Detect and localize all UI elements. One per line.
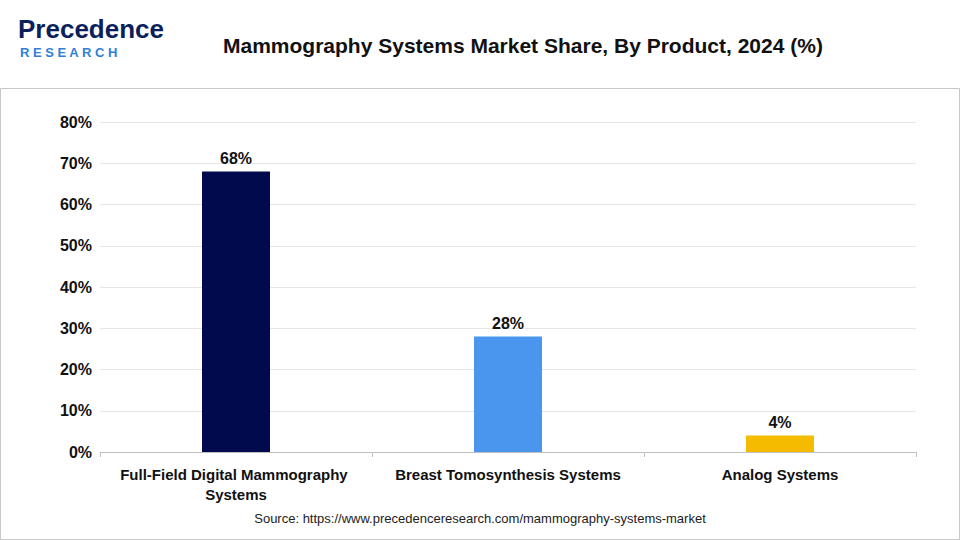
- svg-text:Breast Tomosynthesis Systems: Breast Tomosynthesis Systems: [395, 466, 621, 483]
- svg-text:Source: https://www.precedence: Source: https://www.precedenceresearch.c…: [254, 511, 706, 526]
- svg-text:Systems: Systems: [205, 486, 267, 503]
- svg-text:60%: 60%: [60, 196, 92, 213]
- svg-text:Full-Field Digital Mammography: Full-Field Digital Mammography: [120, 466, 352, 483]
- svg-text:20%: 20%: [60, 361, 92, 378]
- svg-text:50%: 50%: [60, 237, 92, 254]
- svg-text:68%: 68%: [220, 150, 252, 167]
- svg-text:R E S E A R C H: R E S E A R C H: [20, 45, 117, 60]
- svg-text:4%: 4%: [768, 414, 791, 431]
- svg-text:28%: 28%: [492, 315, 524, 332]
- svg-text:80%: 80%: [60, 114, 92, 131]
- svg-text:30%: 30%: [60, 320, 92, 337]
- svg-text:10%: 10%: [60, 402, 92, 419]
- svg-text:70%: 70%: [60, 155, 92, 172]
- svg-text:Precedence: Precedence: [18, 14, 164, 44]
- svg-text:40%: 40%: [60, 279, 92, 296]
- svg-text:Mammography Systems Market Sha: Mammography Systems Market Share, By Pro…: [223, 34, 823, 57]
- svg-text:0%: 0%: [69, 444, 92, 461]
- svg-text:Analog Systems: Analog Systems: [722, 466, 839, 483]
